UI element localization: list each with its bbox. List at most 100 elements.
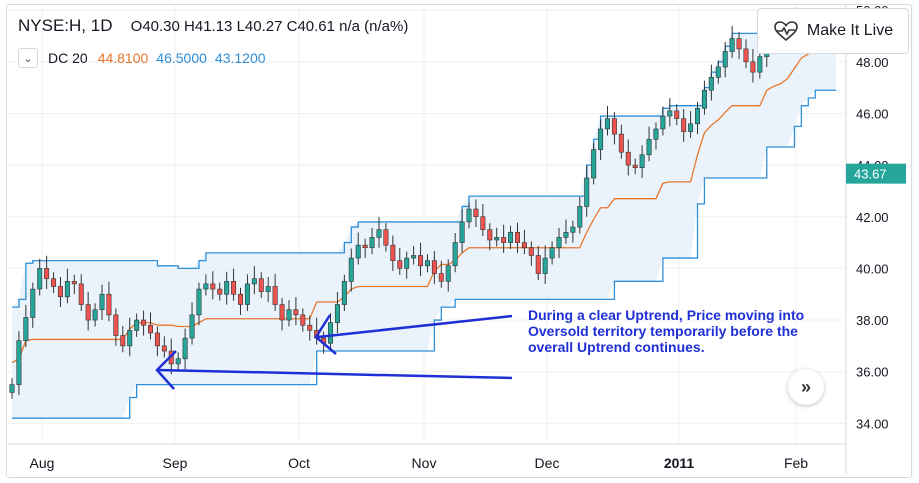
candle (722, 41, 728, 78)
price-axis-label: 48.00 (856, 55, 889, 70)
candle-body (708, 77, 714, 91)
candle-body (244, 283, 250, 305)
symbol-interval[interactable]: NYSE:H, 1D (18, 16, 113, 35)
candle-body (431, 260, 437, 274)
candle-body (445, 265, 451, 282)
candle (674, 104, 680, 126)
time-axis-label: Aug (30, 455, 55, 471)
candle-body (459, 221, 465, 243)
price-tag-label: 43.67 (854, 167, 887, 182)
candle (639, 145, 645, 179)
annotation-text: During a clear Uptrend, Price moving int… (528, 307, 804, 355)
candle-body (424, 260, 430, 267)
candle-body (286, 309, 292, 321)
candle-body (272, 286, 278, 305)
candle (459, 209, 465, 253)
candle (494, 227, 500, 247)
candle (92, 303, 98, 327)
candle (445, 259, 451, 292)
candle-body (466, 208, 472, 223)
arrow-shaft (317, 314, 513, 339)
candle (549, 241, 555, 265)
candle-body (411, 255, 417, 259)
candle (37, 258, 43, 296)
candle (279, 298, 285, 331)
candle-body (535, 255, 541, 274)
candle-body (653, 128, 659, 140)
candle (480, 204, 486, 237)
candle-body (757, 56, 763, 73)
candle (328, 313, 334, 350)
candle (64, 268, 70, 304)
candle (23, 304, 29, 348)
candle-body (743, 48, 749, 63)
scroll-to-latest-button[interactable]: » (788, 369, 824, 405)
candle (362, 238, 368, 259)
candle-body (85, 304, 91, 321)
candle (9, 378, 15, 399)
candle (736, 32, 742, 60)
candle-body (51, 278, 57, 287)
candle-body (618, 133, 624, 153)
candle-body (92, 309, 98, 321)
candle-body (729, 38, 735, 52)
candle (238, 287, 244, 315)
candle-body (438, 273, 444, 282)
candle (757, 50, 763, 79)
candle (85, 291, 91, 331)
candle-body (64, 281, 70, 298)
annotation-arrow (155, 350, 513, 390)
time-axis-label: Dec (535, 455, 560, 471)
candle (404, 251, 410, 279)
candle-body (23, 317, 29, 342)
candle (355, 232, 361, 265)
symbol-legend: NYSE:H, 1D O40.30 H41.13 L40.27 C40.61 n… (18, 16, 412, 36)
candle-body (161, 345, 167, 352)
candle-body (279, 304, 285, 321)
time-axis-label: Sep (163, 455, 188, 471)
candle-body (549, 247, 555, 259)
candle (667, 98, 673, 127)
candle-body (141, 319, 147, 326)
candle (570, 220, 576, 243)
make-it-live-label: Make It Live (806, 22, 894, 39)
candle-body (175, 358, 181, 365)
candle-body (120, 335, 126, 347)
candle-body (521, 242, 527, 249)
candle-body (9, 384, 15, 393)
candle (189, 302, 195, 345)
candle-body (217, 288, 223, 295)
candle-body (508, 231, 514, 243)
time-axis-label: Feb (784, 455, 808, 471)
candle-body (71, 281, 77, 285)
candle-body (418, 255, 424, 267)
candle (44, 255, 50, 290)
candle-body (44, 268, 50, 280)
candle-body (362, 244, 368, 249)
price-axis-label: 36.00 (856, 365, 889, 380)
candle (175, 352, 181, 371)
candle (521, 229, 527, 255)
candle-body (404, 257, 410, 269)
candle (508, 225, 514, 250)
candle (57, 276, 63, 308)
indicator-middle-value: 44.8100 (97, 50, 149, 66)
annotation-line: Oversold territory temporarily before th… (528, 323, 798, 339)
candle (528, 241, 534, 266)
candle-body (127, 330, 133, 347)
candle-body (30, 288, 36, 318)
candle-body (334, 304, 340, 323)
candle (750, 49, 756, 83)
candle-body (528, 247, 534, 256)
candle (708, 64, 714, 101)
chevron-down-icon[interactable]: ⌄ (18, 48, 38, 68)
candle (611, 112, 617, 145)
candle (210, 271, 216, 300)
indicator-name[interactable]: DC 20 (48, 50, 88, 66)
ohlc-values: O40.30 H41.13 L40.27 C40.61 n/a (n/a%) (130, 18, 409, 35)
make-it-live-button[interactable]: Make It Live (757, 8, 909, 54)
candle (71, 274, 77, 295)
candle (438, 260, 444, 288)
candle-body (688, 123, 694, 132)
